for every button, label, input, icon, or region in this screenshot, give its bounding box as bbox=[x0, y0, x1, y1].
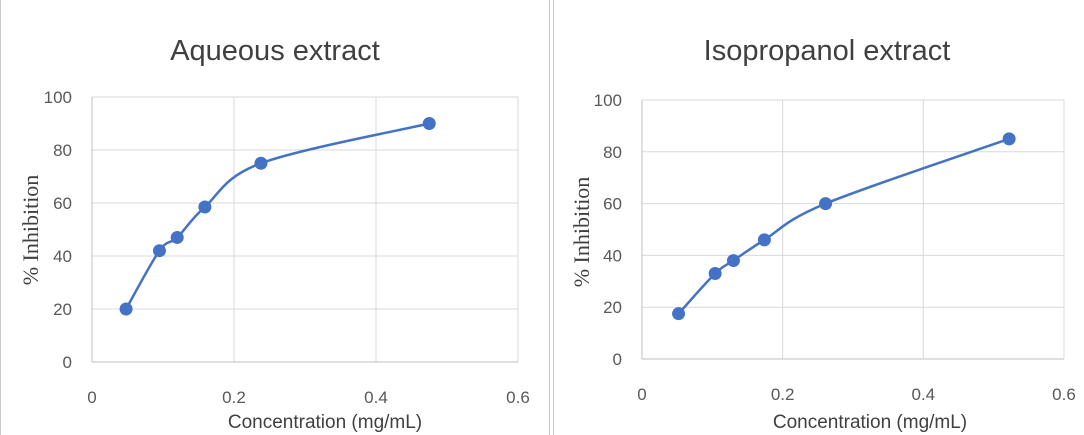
x-tick-label: 0.4 bbox=[912, 385, 936, 404]
data-point bbox=[708, 267, 722, 281]
data-point bbox=[726, 254, 740, 268]
y-tick-label: 20 bbox=[603, 298, 622, 317]
y-tick-label: 40 bbox=[53, 247, 72, 266]
chart-panel-aqueous: Aqueous extract % Inhibition Concentrati… bbox=[0, 0, 550, 435]
data-point bbox=[198, 200, 212, 214]
x-tick-label: 0.4 bbox=[364, 388, 388, 407]
x-axis-label: Concentration (mg/mL) bbox=[773, 412, 967, 433]
y-tick-label: 80 bbox=[603, 143, 622, 162]
data-point bbox=[672, 307, 686, 321]
y-tick-label: 60 bbox=[53, 194, 72, 213]
y-axis-label: % Inhibition bbox=[569, 177, 594, 288]
x-tick-label: 0.6 bbox=[506, 388, 530, 407]
data-point bbox=[422, 117, 436, 130]
y-tick-label: 0 bbox=[613, 350, 622, 369]
x-tick-label: 0.2 bbox=[771, 385, 795, 404]
data-point bbox=[254, 156, 268, 170]
y-tick-label: 100 bbox=[594, 91, 622, 110]
chart-panel-isopropanol: Isopropanol extract % Inhibition Concent… bbox=[553, 0, 1084, 435]
x-tick-label: 0.2 bbox=[222, 388, 246, 407]
x-tick-label: 0 bbox=[637, 385, 646, 404]
chart-title: Aqueous extract bbox=[170, 35, 380, 67]
y-tick-label: 20 bbox=[53, 300, 72, 319]
y-tick-label: 100 bbox=[44, 88, 72, 107]
x-tick-label: 0 bbox=[87, 388, 96, 407]
y-tick-label: 40 bbox=[603, 246, 622, 265]
data-point bbox=[819, 197, 833, 211]
plot-area: 0 20 40 60 80 100 0 0.2 0.4 0.6 bbox=[594, 91, 1076, 404]
y-axis-label: % Inhibition bbox=[18, 175, 43, 286]
y-tick-label: 60 bbox=[603, 195, 622, 214]
x-tick-label: 0.6 bbox=[1052, 385, 1076, 404]
data-point bbox=[1002, 132, 1016, 146]
data-point bbox=[119, 302, 133, 316]
y-tick-label: 80 bbox=[53, 141, 72, 160]
data-point bbox=[757, 233, 771, 247]
chart-title: Isopropanol extract bbox=[704, 35, 951, 67]
y-tick-label: 0 bbox=[63, 353, 72, 372]
x-axis-label: Concentration (mg/mL) bbox=[228, 412, 422, 433]
plot-area: 0 20 40 60 80 100 0 0.2 0.4 0.6 bbox=[44, 88, 530, 407]
data-point bbox=[152, 244, 166, 258]
data-point bbox=[170, 230, 184, 244]
